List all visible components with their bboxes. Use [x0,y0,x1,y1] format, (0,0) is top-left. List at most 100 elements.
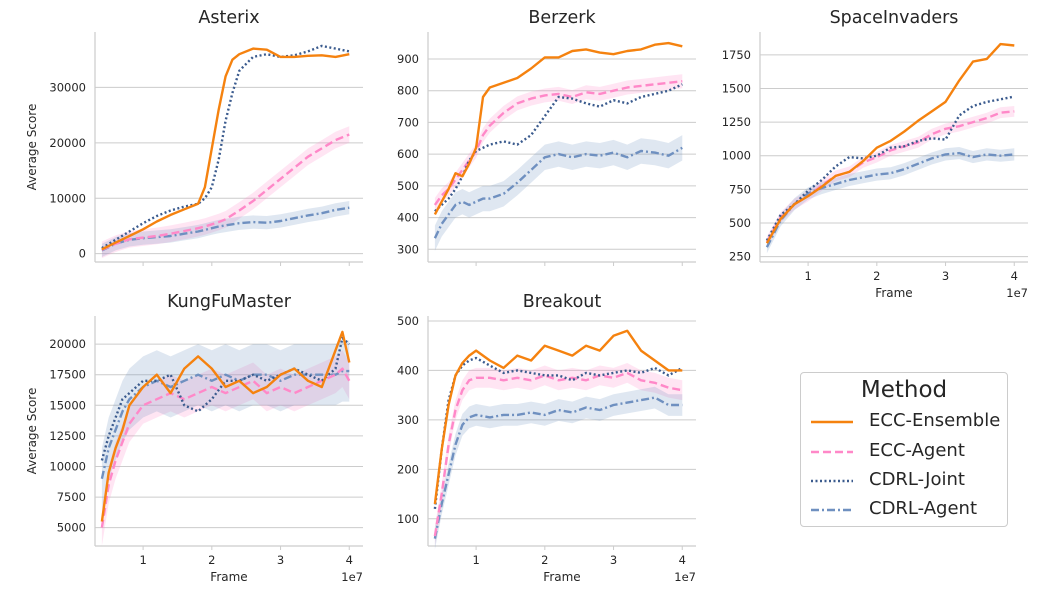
series-line-cdrl-joint [100,336,351,461]
y-tick-label: 800 [397,84,419,98]
series-line-ecc-agent [100,367,351,528]
legend-line-ecc-agent [811,450,853,454]
y-tick-label: 1250 [722,115,751,129]
y-tick-label: 100 [397,512,419,526]
y-tick-label: 15000 [49,398,86,412]
series-line-cdrl-agent [433,396,683,539]
legend-title: Method [860,377,948,403]
band-cdrl-agent [766,147,1015,254]
y-tick-label: 400 [397,363,419,377]
y-tick-label: 900 [397,52,419,66]
x-tick-label: 1 [139,553,146,567]
series-line-cdrl-joint [765,95,1015,242]
legend: Method ECC-Ensemble ECC-Agent CDRL-Joint… [800,372,1008,527]
band-cdrl-agent [434,386,683,550]
y-tick-label: 400 [397,211,419,225]
subplot-title: KungFuMaster [167,292,292,312]
band-ecc-agent [101,350,350,546]
band-cdrl-agent [434,135,683,251]
legend-line-cdrl-agent [811,508,853,512]
x-tick-label: 4 [679,553,686,567]
series-line-ecc-agent [433,80,683,206]
y-tick-label: 20000 [49,337,86,351]
legend-label-ecc-agent: ECC-Agent [869,440,965,461]
x-tick-label: 2 [208,553,215,567]
x-tick-label: 3 [942,269,949,283]
band-ecc-agent [434,74,683,212]
legend-label-cdrl-agent: CDRL-Agent [869,498,978,519]
y-tick-label: 7500 [57,490,86,504]
x-axis-label: Frame [210,570,247,584]
x-axis-label: Frame [543,570,580,584]
legend-label-ecc-ensemble: ECC-Ensemble [869,410,1001,431]
y-tick-label: 600 [397,147,419,161]
subplot-title: Asterix [198,8,259,28]
x-axis-label: Frame [875,286,912,300]
y-tick-label: 700 [397,115,419,129]
x-tick-label: 1 [804,269,811,283]
y-tick-label: 17500 [49,368,86,382]
subplot-spaceinvaders: 250 500 750 1000 1250 1500 1750 1 2 3 4 1e7 SpaceInv… [722,8,1028,300]
legend-entry-ecc-agent: ECC-Agent [809,439,1005,465]
x-offset-text: 1e7 [1006,286,1028,300]
series-line-cdrl-joint [434,83,683,213]
x-tick-label: 1 [472,553,479,567]
subplot-kungfumaster: 5000 7500 10000 12500 15000 17500 20000 1 2 3 4 1e7… [25,292,363,584]
legend-label-cdrl-joint: CDRL-Joint [869,469,965,490]
y-tick-label: 10000 [49,191,86,205]
x-offset-text: 1e7 [674,570,696,584]
y-tick-label: 12500 [49,429,86,443]
band-ecc-agent [766,106,1015,248]
y-tick-label: 300 [397,242,419,256]
legend-entry-cdrl-agent: CDRL-Agent [809,497,1005,523]
y-tick-label: 1750 [722,48,751,62]
y-tick-label: 300 [397,413,419,427]
series-line-ecc-ensemble [765,42,1015,244]
x-tick-label: 4 [1011,269,1018,283]
y-axis-label: Average Score [25,104,39,191]
y-tick-label: 30000 [49,80,86,94]
subplot-title: Berzerk [528,8,596,28]
legend-line-cdrl-joint [811,479,853,483]
y-tick-label: 750 [729,182,751,196]
subplot-asterix: 0 10000 20000 30000 Asterix Average Score [25,8,363,266]
y-tick-label: 500 [729,216,751,230]
subplot-title: SpaceInvaders [830,8,959,28]
subplot-berzerk: 300 400 500 600 700 800 900 Berzerk [397,8,696,266]
subplot-breakout: 100 200 300 400 500 1 2 3 4 1e7 Breakout Frame [397,292,696,584]
series-line-ecc-ensemble [433,41,683,215]
legend-line-ecc-ensemble [811,420,853,424]
x-tick-label: 2 [541,553,548,567]
x-tick-label: 3 [277,553,284,567]
band-ecc-agent [101,126,350,259]
legend-entry-cdrl-joint: CDRL-Joint [809,468,1005,494]
y-tick-label: 5000 [57,521,86,535]
y-tick-label: 1500 [722,81,751,95]
y-tick-label: 0 [79,247,86,261]
series-line-cdrl-agent [765,151,1015,248]
subplot-title: Breakout [523,292,602,312]
y-tick-label: 500 [397,179,419,193]
series-line-cdrl-joint [101,44,350,250]
x-tick-label: 2 [873,269,880,283]
y-tick-label: 200 [397,462,419,476]
y-tick-label: 1000 [722,149,751,163]
series-line-cdrl-agent [433,146,683,239]
y-tick-label: 20000 [49,136,86,150]
series-line-ecc-ensemble [433,329,683,505]
y-tick-label: 250 [729,250,751,264]
series-line-ecc-ensemble [101,47,350,251]
legend-entry-ecc-ensemble: ECC-Ensemble [809,409,1005,435]
band-cdrl-agent [101,201,350,257]
series-line-ecc-ensemble [100,330,351,522]
x-tick-label: 3 [610,553,617,567]
y-axis-label: Average Score [25,388,39,475]
x-tick-label: 4 [346,553,353,567]
y-tick-label: 10000 [49,459,86,473]
band-ecc-agent [434,363,683,546]
y-tick-label: 500 [397,314,419,328]
series-line-ecc-agent [433,371,683,537]
x-offset-text: 1e7 [341,570,363,584]
series-line-ecc-agent [101,133,350,251]
